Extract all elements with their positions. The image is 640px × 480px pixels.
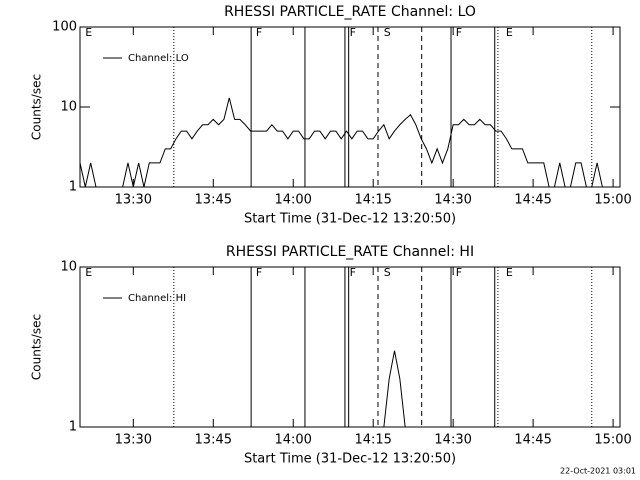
event-flag: F xyxy=(256,266,262,279)
chart-title: RHESSI PARTICLE_RATE Channel: LO xyxy=(224,4,476,20)
x-tick-label: 14:30 xyxy=(434,433,471,448)
event-flag: F xyxy=(456,266,462,279)
x-tick-label: 13:30 xyxy=(115,433,152,448)
x-tick-label: 14:15 xyxy=(354,433,391,448)
footer: 22-Oct-2021 03:01 xyxy=(560,467,636,476)
y-tick-label: 10 xyxy=(60,100,77,115)
y-axis-label: Counts/sec xyxy=(30,74,44,140)
y-tick-label: 1 xyxy=(69,420,77,435)
event-flag: S xyxy=(384,266,391,279)
x-tick-label: 15:00 xyxy=(594,193,631,208)
x-tick-label: 14:00 xyxy=(274,193,311,208)
x-tick-label: 15:00 xyxy=(594,433,631,448)
y-tick-label: 10 xyxy=(60,260,77,275)
x-tick-label: 13:45 xyxy=(195,193,232,208)
y-tick-label: 1 xyxy=(69,180,77,195)
legend-label: Channel: HI xyxy=(128,293,186,304)
x-tick-label: 14:15 xyxy=(354,193,391,208)
event-flag: F xyxy=(256,26,262,39)
event-flag: F xyxy=(350,266,356,279)
event-flag: E xyxy=(506,26,513,39)
plot-frame xyxy=(79,26,621,188)
x-axis-label: Start Time (31-Dec-12 13:20:50) xyxy=(244,452,456,467)
event-flag: E xyxy=(506,266,513,279)
event-flag: E xyxy=(85,26,92,39)
plot-frame xyxy=(79,266,621,428)
x-tick-label: 13:30 xyxy=(115,193,152,208)
event-flag: S xyxy=(384,26,391,39)
y-tick-label: 100 xyxy=(52,20,77,35)
y-axis-label: Counts/sec xyxy=(30,314,44,380)
x-tick-label: 14:00 xyxy=(274,433,311,448)
chart-title: RHESSI PARTICLE_RATE Channel: HI xyxy=(226,244,474,260)
x-tick-label: 14:45 xyxy=(514,433,551,448)
event-flag: F xyxy=(456,26,462,39)
x-tick-label: 14:45 xyxy=(514,193,551,208)
x-axis-label: Start Time (31-Dec-12 13:20:50) xyxy=(244,212,456,227)
legend-label: Channel: LO xyxy=(128,53,189,64)
x-tick-label: 14:30 xyxy=(434,193,471,208)
event-flag: F xyxy=(350,26,356,39)
x-tick-label: 13:45 xyxy=(195,433,232,448)
event-flag: E xyxy=(85,266,92,279)
data-line xyxy=(79,97,614,188)
